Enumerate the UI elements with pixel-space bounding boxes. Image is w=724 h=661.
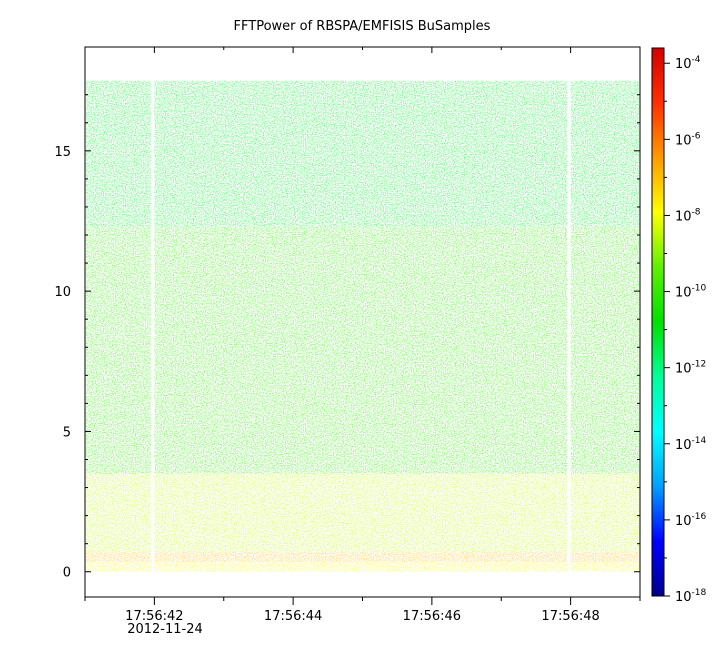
x-axis-date-label: 2012-11-24 — [127, 622, 203, 637]
y-tick-label: 10 — [54, 285, 71, 300]
data-gaps — [150, 79, 571, 573]
colorbar-gradient — [652, 48, 664, 596]
data-gap-1 — [567, 79, 571, 573]
data-gap-0 — [150, 79, 155, 573]
power-band-4 — [86, 561, 639, 572]
power-band-0 — [86, 80, 639, 227]
colorbar-axis: 10-4 10-6 10-8 10-10 10-12 10-14 10-16 10-18 — [664, 55, 707, 605]
power-band-2 — [86, 473, 639, 553]
y-tick-label: 0 — [63, 566, 71, 581]
x-tick-label: 17:56:44 — [264, 609, 322, 624]
x-axis: 17:56:42 17:56:44 17:56:46 17:56:48 — [84, 47, 641, 624]
chart-title: FFTPower of RBSPA/EMFISIS BuSamples — [234, 19, 491, 34]
x-tick-label: 17:56:46 — [403, 609, 461, 624]
colorbar-frame — [651, 47, 665, 597]
colorbar-tick-label: 10-18 — [675, 588, 707, 605]
x-tick-label: 17:56:48 — [541, 609, 599, 624]
y-tick-label: 15 — [54, 145, 71, 160]
colorbar-tick-label: 10-16 — [675, 512, 707, 529]
y-tick-label: 5 — [63, 425, 71, 440]
power-band-1 — [86, 226, 639, 474]
spectrogram-data — [86, 80, 639, 572]
colorbar-tick-label: 10-6 — [675, 131, 701, 148]
colorbar-tick-label: 10-8 — [675, 207, 701, 224]
x-tick-label: 17:56:42 — [125, 609, 183, 624]
colorbar-tick-label: 10-4 — [675, 55, 701, 72]
y-axis: 0 5 10 15 — [54, 94, 640, 581]
colorbar-tick-label: 10-14 — [675, 436, 707, 453]
colorbar-tick-label: 10-10 — [675, 284, 707, 301]
colorbar-tick-label: 10-12 — [675, 360, 706, 377]
power-band-3 — [86, 552, 639, 562]
